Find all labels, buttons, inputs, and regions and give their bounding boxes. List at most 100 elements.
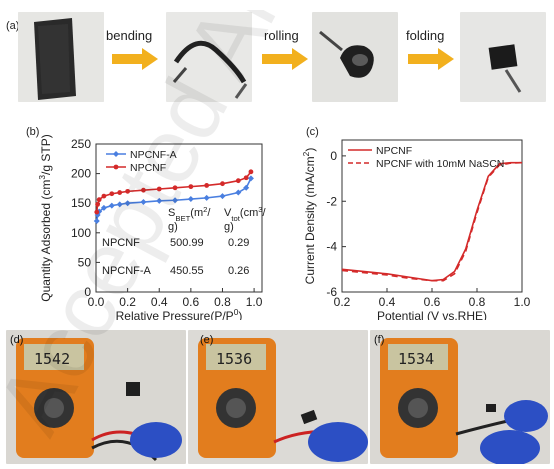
- bet-table: SBET(m2/g)Vtot(cm3/g)NPCNF 500.99 0.29NPCN…: [102, 205, 267, 278]
- x-tick-label: 1.0: [246, 295, 263, 309]
- data-point: [220, 181, 225, 187]
- isotherm-plot-frame: [95, 143, 263, 293]
- table-row-vtot: 0.29: [228, 237, 249, 249]
- data-point: [235, 189, 242, 196]
- x-tick-label: 0.4: [151, 295, 168, 309]
- data-point: [141, 187, 146, 193]
- y-tick-label: 100: [71, 226, 91, 240]
- data-point: [100, 204, 107, 211]
- label-part: /g STP): [39, 134, 53, 175]
- y-tick-label: 150: [71, 196, 91, 210]
- data-point: [203, 194, 210, 201]
- meter-e-reading: 1536: [216, 350, 252, 368]
- data-point: [187, 196, 194, 203]
- table-row-sbet: 450.55: [170, 265, 204, 277]
- legend-label: NPCNF: [376, 145, 412, 157]
- header-part: /: [207, 207, 211, 219]
- panel-d-label: (d): [10, 334, 24, 346]
- label-part: Current Density (mA/cm: [303, 156, 317, 284]
- x-axis-label: Relative Pressure(P/P0): [116, 307, 243, 320]
- photo-multimeter-e: 1536: [188, 330, 368, 464]
- y-tick-label: 0: [84, 285, 91, 299]
- data-point: [96, 197, 102, 203]
- y-tick-label: 250: [71, 137, 91, 151]
- series-line-npcnf: [341, 161, 522, 282]
- data-point: [117, 190, 123, 195]
- data-point: [172, 197, 179, 204]
- label-part: 0: [234, 307, 239, 317]
- photo-multimeter-d: 1542: [6, 330, 186, 464]
- panel-b-label: (b): [26, 126, 40, 138]
- x-tick-label: 0.2: [334, 295, 351, 309]
- header-part: (m: [190, 207, 203, 219]
- data-point: [124, 200, 131, 207]
- meter-f-reading: 1534: [398, 350, 434, 368]
- data-point: [188, 184, 194, 190]
- x-tick-label: 0.6: [424, 295, 441, 309]
- panel-c-label: (c): [306, 126, 319, 138]
- data-point: [243, 184, 250, 191]
- data-point: [109, 191, 115, 197]
- table-row-name: NPCNF: [102, 237, 140, 249]
- label-part: ): [238, 309, 242, 320]
- legend-label: NPCNF-A: [130, 149, 177, 161]
- data-point: [94, 209, 100, 215]
- data-point: [204, 183, 210, 188]
- data-point: [101, 193, 107, 199]
- series-line-npcnf-a: [95, 177, 252, 222]
- y-tick-label: -2: [326, 194, 337, 208]
- panel-a-label: (a): [6, 20, 20, 32]
- multimeter-e-image: 1536: [188, 330, 368, 464]
- x-tick-label: 0.8: [469, 295, 486, 309]
- label-rolling: rolling: [264, 28, 299, 43]
- flat-film-image: [18, 12, 104, 102]
- photo-rolling: [312, 12, 398, 102]
- header-part: 2: [203, 205, 207, 214]
- bending-image: [166, 12, 252, 102]
- x-tick-label: 0.0: [88, 295, 105, 309]
- x-tick-label: 1.0: [514, 295, 531, 309]
- label-part: 2: [301, 151, 311, 156]
- y-tick-label: -4: [326, 240, 337, 254]
- header-part: (cm: [240, 207, 258, 219]
- data-point: [235, 178, 241, 184]
- x-tick-label: 0.4: [379, 295, 396, 309]
- data-point: [243, 175, 249, 181]
- header-part: /: [263, 207, 267, 219]
- folding-image: [460, 12, 546, 102]
- panel-f-label: (f): [374, 334, 385, 346]
- data-point: [247, 175, 254, 182]
- x-axis-label: Potential (V vs.RHE): [377, 309, 487, 320]
- header-part: V: [224, 207, 232, 219]
- rolling-image: [312, 12, 398, 102]
- data-point: [125, 188, 131, 194]
- label-part: 3: [37, 175, 47, 180]
- y-axis-label: Quantity Adsorbed (cm3/g STP): [37, 134, 53, 301]
- legend-label: NPCNF: [130, 162, 166, 174]
- arrow-rolling: [262, 48, 308, 70]
- table-header-vtot: Vtot(cm3/ g): [224, 205, 267, 234]
- x-tick-label: 0.6: [183, 295, 200, 309]
- table-row-sbet: 500.99: [170, 237, 204, 249]
- data-point: [116, 201, 123, 208]
- label-bending: bending: [106, 28, 153, 43]
- series-line-npcnf: [95, 171, 252, 213]
- label-part: ): [303, 148, 317, 152]
- series-line-npcnf-nascn: [341, 161, 523, 282]
- x-tick-label: 0.2: [119, 295, 136, 309]
- legend-marker: [113, 164, 119, 170]
- x-tick-label: 0.8: [214, 295, 231, 309]
- arrow-bending: [112, 48, 158, 70]
- y-tick-label: 50: [78, 255, 92, 269]
- legend-label: NPCNF with 10mM NaSCN: [376, 158, 504, 170]
- arrow-folding: [408, 48, 454, 70]
- photo-folding: [460, 12, 546, 102]
- header-part: 3: [258, 205, 262, 214]
- y-tick-label: -6: [326, 285, 337, 299]
- photo-flat-film: [18, 12, 104, 102]
- label-part: Quantity Adsorbed (cm: [39, 180, 53, 302]
- photo-multimeter-f: 1534: [370, 330, 550, 464]
- table-row-vtot: 0.26: [228, 265, 249, 277]
